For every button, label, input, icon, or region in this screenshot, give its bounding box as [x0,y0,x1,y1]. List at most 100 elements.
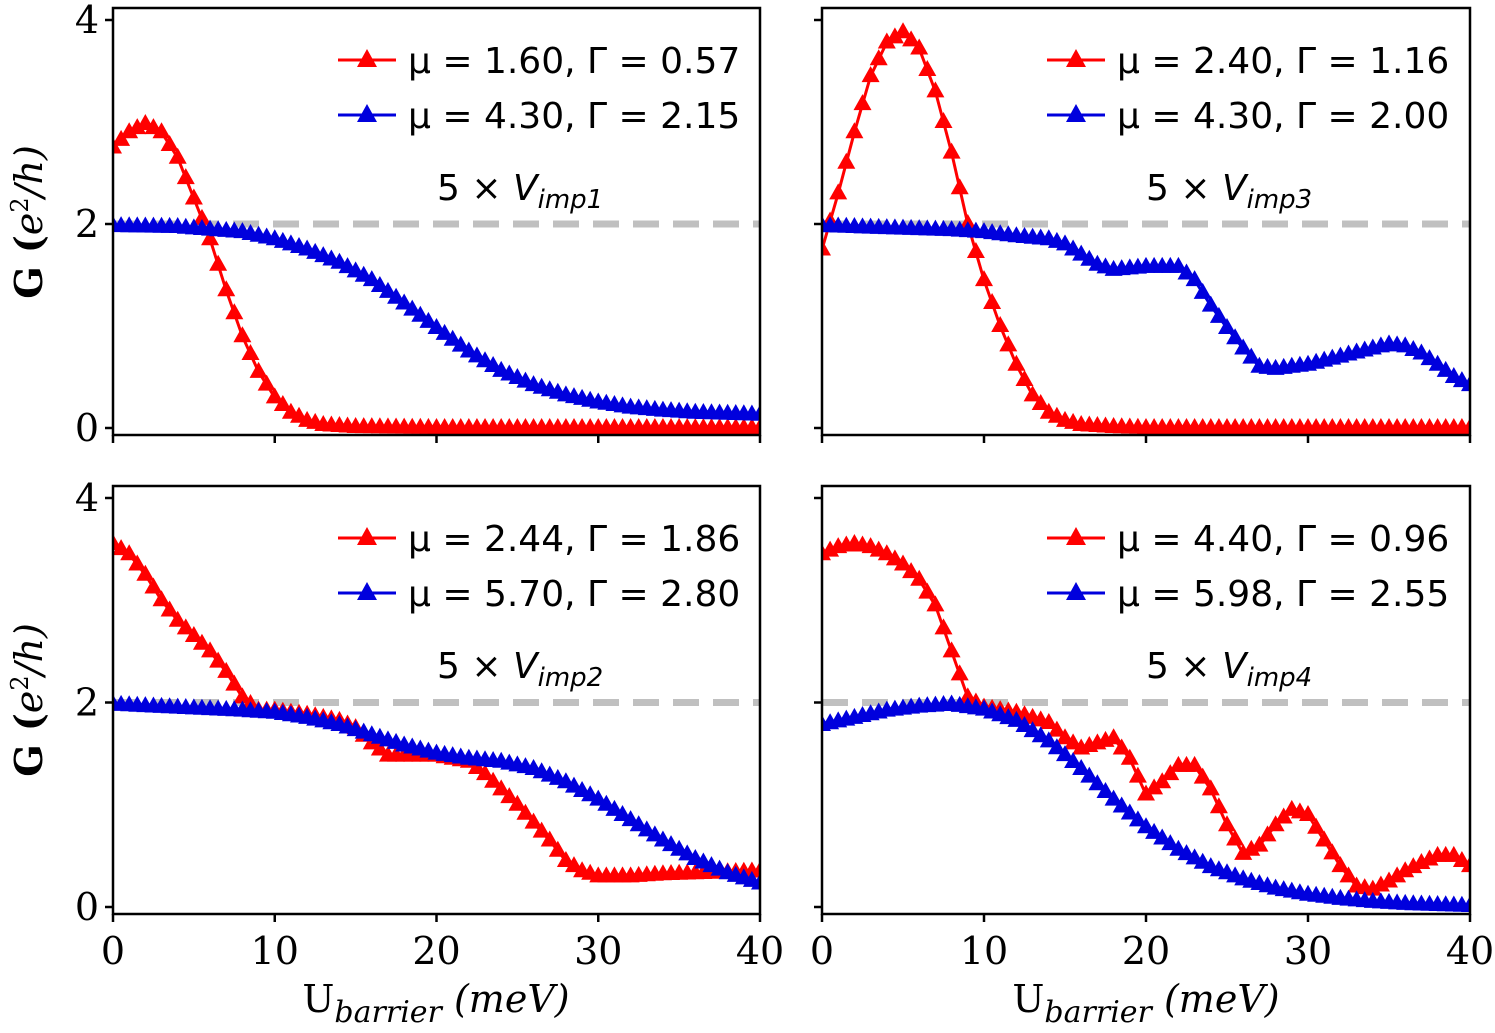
data-point-marker [1039,731,1058,748]
data-point-marker [1177,263,1196,280]
data-point-marker [1461,375,1470,392]
panel-annotation: 5 × Vimp3 [1146,168,1312,215]
data-point-marker [894,22,912,39]
data-point-marker [991,316,1010,332]
data-point-marker [1193,282,1212,299]
x-tick-label: 30 [574,929,622,973]
data-point-marker [443,329,462,346]
data-point-marker [1104,728,1123,745]
data-point-marker [1461,418,1470,434]
data-point-marker [983,293,1002,310]
markers-red [822,22,1470,434]
data-point-marker [1080,766,1099,783]
data-point-marker [508,794,527,811]
series-line-blue [822,224,1470,387]
data-point-marker [902,30,921,47]
data-point-marker [1461,856,1470,873]
data-point-marker [1128,766,1147,783]
x-tick-label: 20 [412,929,460,973]
legend-label-blue: μ = 5.70, Γ = 2.80 [408,574,740,615]
data-point-marker [1047,738,1066,755]
data-point-marker [1064,752,1083,769]
data-point-marker [1339,866,1358,883]
data-point-marker [1047,720,1066,737]
legend-marker-red [1066,527,1086,545]
data-point-marker [548,840,567,857]
data-point-marker [192,633,211,650]
y-tick-label: 4 [75,0,99,42]
markers-blue [113,216,760,421]
series-line-blue [822,702,1470,908]
data-point-marker [1363,879,1382,896]
data-point-marker [1112,738,1131,755]
data-point-marker [1023,385,1042,402]
data-point-marker [1185,270,1204,287]
data-point-marker [1039,712,1058,729]
y-tick-label: 0 [75,406,99,450]
data-point-marker [934,112,953,128]
markers-blue [113,694,760,890]
data-point-marker [524,812,543,829]
data-point-marker [822,239,831,256]
data-point-marker [1209,306,1228,323]
data-point-marker [435,323,454,340]
data-point-marker [966,242,985,259]
x-tick-label: 0 [810,929,834,973]
data-point-marker [1250,835,1269,852]
data-point-marker [1412,343,1431,360]
data-point-marker [427,318,446,335]
x-tick-label: 40 [736,929,784,973]
data-point-marker [370,739,389,756]
data-point-marker [1331,856,1350,873]
data-point-marker [217,661,236,678]
y-tick-label: 2 [75,681,99,725]
data-point-marker [1104,789,1123,806]
y-tick-label: 0 [75,885,99,929]
data-point-marker [975,270,993,287]
legend-label-blue: μ = 4.30, Γ = 2.00 [1117,96,1449,137]
data-point-marker [1169,256,1188,273]
data-point-marker [999,335,1018,352]
data-point-marker [1015,370,1034,387]
data-point-marker [403,299,422,316]
data-point-marker [918,582,937,599]
y-axis-label: G (e2/h) [6,145,51,299]
legend-label-red: μ = 1.60, Γ = 0.57 [408,41,740,82]
x-tick-label: 10 [251,929,299,973]
y-tick-label: 4 [75,476,99,520]
data-point-marker [1218,318,1236,335]
data-point-marker [910,38,929,55]
data-point-marker [1218,815,1236,832]
data-point-marker [1145,822,1164,839]
data-point-marker [128,554,147,571]
data-point-marker [1323,843,1342,860]
markers-blue [822,216,1470,392]
data-point-marker [184,188,203,205]
data-point-marker [362,733,381,750]
legend-marker-blue [1066,582,1086,600]
data-point-marker [144,577,163,594]
data-point-marker [1193,767,1212,784]
data-point-marker [1315,830,1334,847]
data-point-marker [378,281,397,298]
data-point-marker [1088,774,1107,791]
data-point-marker [1436,360,1455,377]
legend-marker-red [357,527,377,545]
data-point-marker [257,374,276,391]
data-point-marker [209,651,228,668]
data-point-marker [1461,895,1470,912]
x-tick-label: 0 [101,929,125,973]
data-point-marker [168,610,187,627]
data-point-marker [950,664,969,681]
data-point-marker [411,305,430,322]
legend-label-blue: μ = 4.30, Γ = 2.15 [408,96,740,137]
panel-bottom-right: 0 10 20 30 40 μ = 4.40, Γ = 0.96 μ = 5.98, Γ =… [810,484,1494,973]
data-point-marker [861,66,880,83]
data-point-marker [918,59,937,76]
x-axis-label: Ubarrier (meV) [1012,977,1279,1030]
data-point-marker [869,49,888,66]
data-point-marker [837,152,856,169]
data-point-marker [894,554,912,571]
data-point-marker [160,600,179,617]
